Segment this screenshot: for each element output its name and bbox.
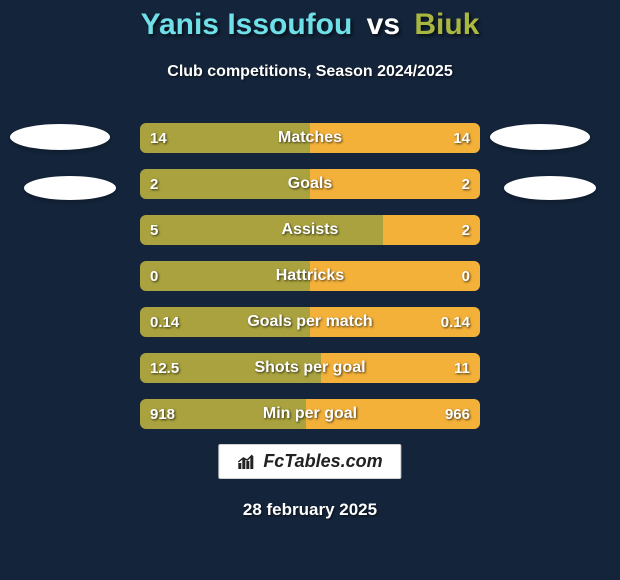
stat-row: Min per goal918966 — [140, 399, 480, 429]
bar-left — [140, 215, 383, 245]
bar-left — [140, 261, 310, 291]
bar-right — [310, 307, 480, 337]
stat-row: Shots per goal12.511 — [140, 353, 480, 383]
bar-right — [383, 215, 480, 245]
watermark-text: FcTables.com — [263, 451, 382, 472]
watermark: FcTables.com — [218, 444, 401, 479]
stat-row: Goals22 — [140, 169, 480, 199]
stat-row: Hattricks00 — [140, 261, 480, 291]
stat-row: Matches1414 — [140, 123, 480, 153]
team-badge — [10, 124, 110, 150]
bar-left — [140, 353, 321, 383]
date-text: 28 february 2025 — [0, 500, 620, 520]
page-title: Yanis Issoufou vs Biuk — [0, 8, 620, 42]
vs-separator: vs — [367, 8, 400, 41]
stat-rows: Matches1414 Goals22 Assists52 Hattricks00 Go… — [140, 123, 480, 445]
bar-right — [310, 169, 480, 199]
watermark-logo-icon — [237, 454, 257, 470]
bar-right — [310, 123, 480, 153]
bar-right — [310, 261, 480, 291]
player2-name: Biuk — [414, 8, 479, 41]
team-badge — [504, 176, 596, 200]
team-badge — [490, 124, 590, 150]
bar-right — [306, 399, 480, 429]
bar-left — [140, 123, 310, 153]
bar-left — [140, 307, 310, 337]
bar-left — [140, 399, 306, 429]
stat-row: Assists52 — [140, 215, 480, 245]
team-badge — [24, 176, 116, 200]
stat-row: Goals per match0.140.14 — [140, 307, 480, 337]
subtitle: Club competitions, Season 2024/2025 — [0, 63, 620, 81]
player1-name: Yanis Issoufou — [141, 8, 353, 41]
bar-right — [321, 353, 480, 383]
bar-left — [140, 169, 310, 199]
